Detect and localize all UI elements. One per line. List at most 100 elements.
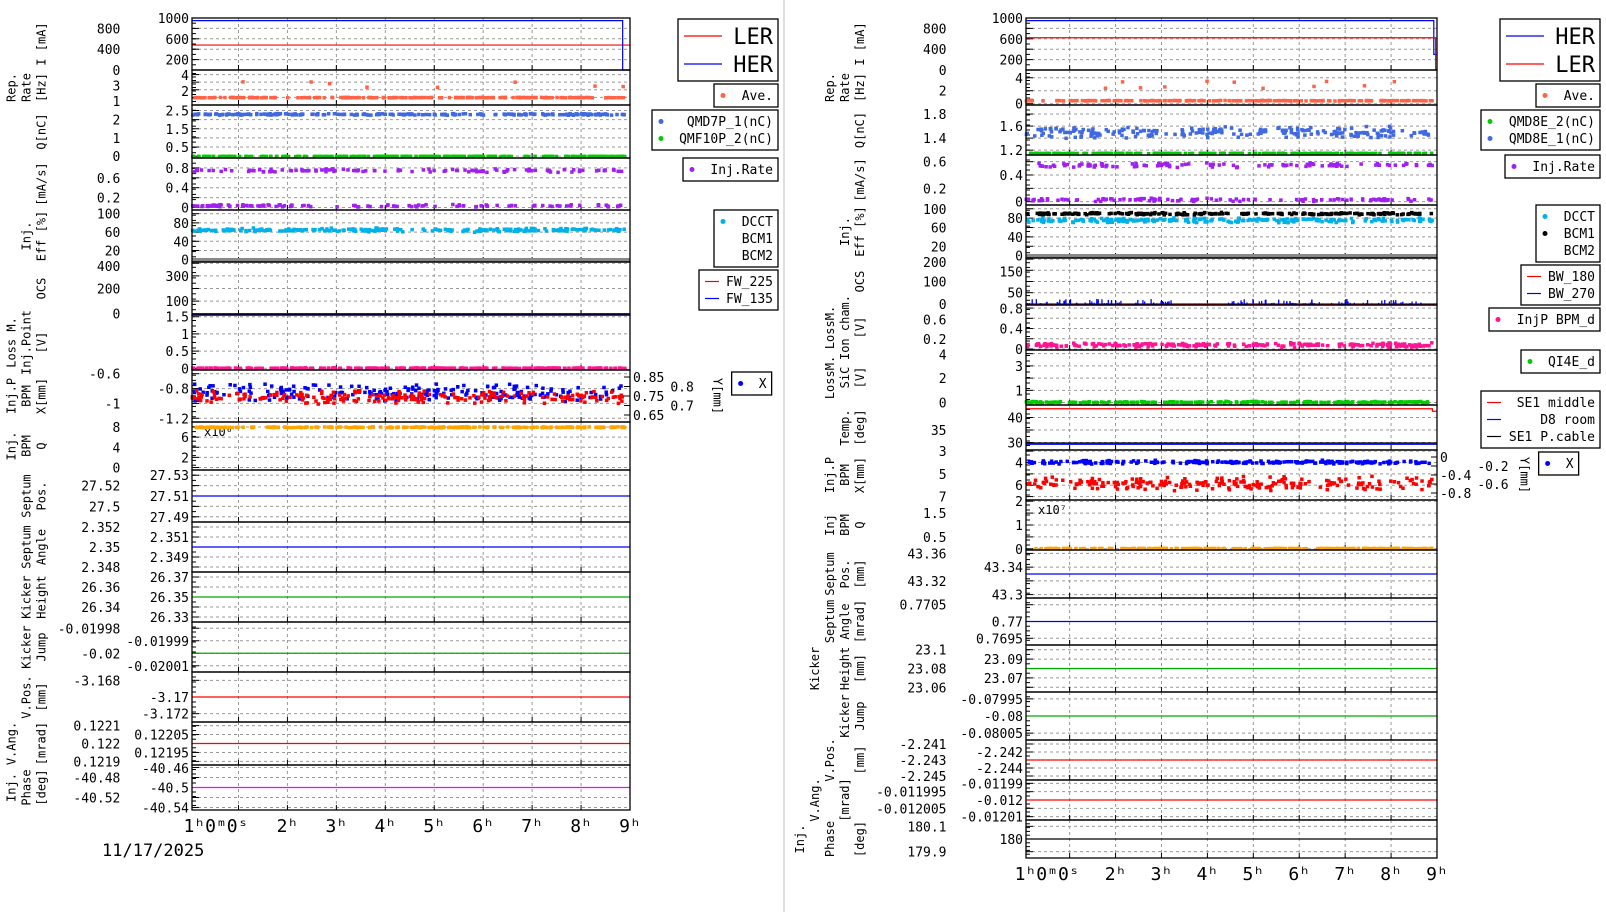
data-point [1150, 133, 1154, 138]
data-point [1174, 151, 1179, 156]
data-point [519, 389, 524, 394]
data-point [587, 425, 591, 429]
data-point [421, 227, 425, 231]
data-point [375, 394, 379, 399]
data-point [469, 366, 473, 370]
data-point [526, 169, 531, 173]
data-point [1209, 151, 1214, 156]
data-point [402, 366, 406, 371]
data-point [1226, 211, 1230, 216]
data-point [1365, 99, 1369, 103]
data-point [1091, 210, 1095, 215]
y-axis-label: Rate [838, 73, 852, 102]
data-point [487, 95, 491, 100]
data-point [236, 391, 240, 396]
legend: Inj.Rate [682, 157, 779, 182]
data-point [463, 228, 467, 232]
data-point [432, 393, 436, 398]
data-point [1220, 130, 1224, 135]
y-axis-label: Q[nC] [853, 112, 867, 148]
legend-dot-icon [658, 119, 664, 124]
data-point [502, 154, 507, 159]
data-point [201, 366, 205, 370]
data-point [394, 398, 398, 403]
data-point [619, 95, 624, 100]
data-point [331, 390, 336, 394]
data-point [1372, 217, 1376, 222]
data-point [269, 167, 273, 172]
data-point [281, 366, 286, 370]
data-point [524, 168, 529, 172]
legend-label: QMF10P_2(nC) [679, 132, 773, 147]
data-point [499, 389, 503, 394]
data-point [587, 366, 592, 371]
data-point [1148, 341, 1152, 346]
data-point [274, 204, 278, 209]
data-point [430, 229, 435, 233]
data-point [1026, 197, 1031, 201]
data-point [1025, 344, 1030, 349]
data-point [623, 366, 627, 371]
data-point [414, 425, 419, 429]
data-point [555, 204, 559, 208]
data-point [1207, 98, 1212, 103]
data-point [1427, 343, 1431, 348]
data-point [1300, 344, 1305, 348]
data-point [456, 398, 460, 402]
data-point [1292, 220, 1296, 224]
data-point [480, 95, 485, 100]
data-point [1335, 161, 1340, 166]
data-point [1321, 98, 1325, 103]
data-point [1405, 99, 1409, 103]
data-point [551, 227, 556, 232]
data-point [512, 394, 517, 398]
data-point [413, 95, 417, 100]
y-tick-label: 40 [173, 235, 189, 250]
data-point [616, 425, 620, 429]
data-point [338, 425, 343, 429]
data-point [262, 229, 267, 233]
data-point [256, 204, 260, 208]
data-point [1063, 197, 1068, 202]
data-point [551, 113, 555, 117]
data-point [390, 397, 394, 401]
data-point [1404, 217, 1408, 222]
data-point [1334, 211, 1339, 216]
data-point [416, 203, 421, 207]
data-point [1035, 211, 1040, 216]
data-point [353, 168, 358, 173]
data-point [462, 383, 466, 388]
y-tick-label: 27.53 [150, 469, 189, 484]
data-point [1290, 212, 1294, 217]
data-point [368, 394, 372, 399]
data-point [1416, 151, 1421, 156]
data-point [1112, 130, 1116, 134]
data-point [435, 85, 440, 90]
data-point [218, 204, 222, 209]
data-point [1119, 99, 1123, 103]
data-point [524, 226, 529, 231]
data-point [1393, 341, 1398, 346]
data-point [1284, 135, 1289, 140]
data-point [1256, 132, 1260, 136]
data-point [269, 384, 274, 388]
legend-label: QMD7P_1(nC) [687, 115, 773, 130]
data-point [1390, 219, 1394, 224]
data-point [1407, 343, 1412, 347]
data-point [212, 393, 217, 397]
data-point [335, 112, 340, 117]
data-point [1206, 127, 1210, 131]
data-point [1212, 127, 1216, 132]
data-point [394, 154, 399, 159]
data-point [340, 396, 345, 400]
data-point [1328, 198, 1333, 202]
data-point [1196, 342, 1201, 346]
data-point [1387, 163, 1392, 168]
y-axis-label: [mrad] [35, 722, 49, 765]
data-point [1215, 129, 1220, 134]
panel-frame [1025, 204, 1438, 259]
data-point [618, 396, 622, 401]
